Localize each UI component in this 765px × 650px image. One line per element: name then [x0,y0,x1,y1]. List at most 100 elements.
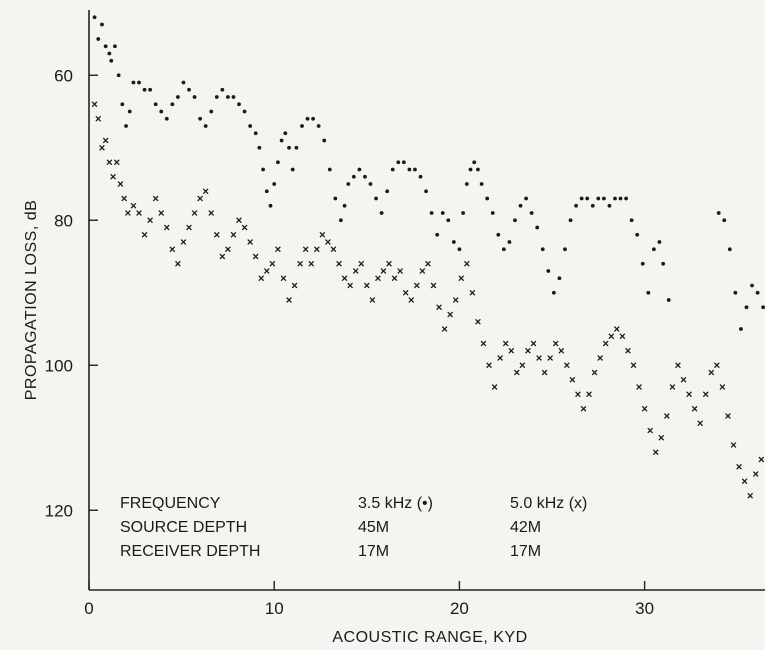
data-point-x [680,376,687,383]
data-point-x [102,137,109,144]
data-point-dot [624,196,628,201]
data-point-x [147,217,153,224]
data-point-x [647,427,654,434]
data-point-x [469,289,476,296]
data-point-dot [322,138,327,143]
data-point-x [452,297,459,303]
data-point-dot [120,102,125,107]
data-point-x [508,347,515,354]
x-axis-title: ACOUSTIC RANGE, KYD [332,629,527,646]
data-point-x [658,434,665,441]
data-point-x [497,355,504,361]
data-point-x [152,195,159,202]
data-point-x [586,391,592,398]
data-point-dot [113,44,117,49]
data-point-x [336,260,342,267]
data-point-dot [635,232,640,237]
data-point-x [363,282,370,289]
data-point-x [436,304,442,311]
data-point-x [730,442,737,448]
data-point-dot [761,305,765,310]
data-point-dot [100,22,104,27]
data-point-dot [287,145,291,150]
data-point-dot [661,261,666,266]
data-point-dot [618,196,623,201]
data-point-dot [181,80,186,85]
data-point-x [491,384,498,390]
data-point-x [263,268,270,274]
data-point-dot [568,218,573,223]
data-point-x [636,384,642,390]
data-point-dot [540,247,545,252]
data-point-x [117,181,124,187]
data-point-dot [750,283,754,288]
data-point-x [486,362,492,369]
series-5-0khz [91,101,765,499]
data-point-dot [242,109,247,114]
data-point-x [641,405,648,412]
data-point-x [113,159,120,166]
legend-row-0-label: FREQUENCY [120,495,221,512]
data-point-x [591,369,598,376]
data-point-dot [629,218,634,223]
data-point-dot [316,124,321,128]
data-point-x [425,260,431,267]
data-point-dot [479,182,484,186]
x-tick-label: 10 [265,599,284,618]
data-point-dot [429,211,434,215]
data-point-dot [346,182,351,186]
data-point-dot [237,102,241,107]
data-point-dot [283,131,288,136]
data-point-x [691,405,698,412]
x-tick-label: 0 [84,599,93,618]
data-point-dot [464,182,469,186]
data-point-dot [131,80,136,85]
data-point-x [713,362,720,369]
data-point-x [619,333,626,340]
data-point-x [630,362,637,369]
data-point-dot [585,196,590,201]
legend-row-2-label: RECEIVER DEPTH [120,543,260,560]
data-point-dot [209,109,214,114]
data-point-x [397,268,404,274]
data-point-dot [379,211,384,215]
data-point-dot [153,102,158,107]
data-point-x [441,326,448,332]
data-point-dot [96,37,101,41]
data-point-x [319,231,326,238]
data-point-x [402,289,409,296]
legend-row-1-label: SOURCE DEPTH [120,519,247,536]
data-point-dot [272,182,277,186]
data-point-dot [657,240,662,244]
data-point-x [758,456,765,463]
data-point-dot [733,290,738,295]
data-point-dot [546,269,551,273]
data-point-dot [279,138,284,143]
data-point-x [341,275,348,282]
data-point-x [347,282,353,289]
data-point-dot [214,95,219,99]
data-point-x [663,413,670,419]
data-point-dot [385,189,390,194]
data-point-dot [311,116,315,121]
data-point-dot [253,131,258,136]
data-point-x [219,253,226,260]
data-point-x [519,362,526,369]
data-point-dot [148,87,153,92]
data-point-x [236,217,242,224]
data-point-x [725,413,731,419]
y-tick-label: 100 [45,356,73,375]
data-point-x [563,362,570,369]
legend-row-2-col2: 17M [510,543,541,560]
data-point-dot [435,232,440,237]
data-point-dot [333,196,338,201]
data-point-dot [744,305,749,310]
y-tick-label: 60 [54,66,73,85]
data-point-dot [257,145,262,150]
data-point-x [547,355,554,361]
data-point-x [197,195,203,202]
data-point-x [408,297,415,303]
data-point-dot [596,196,601,201]
data-point-x [736,463,742,470]
